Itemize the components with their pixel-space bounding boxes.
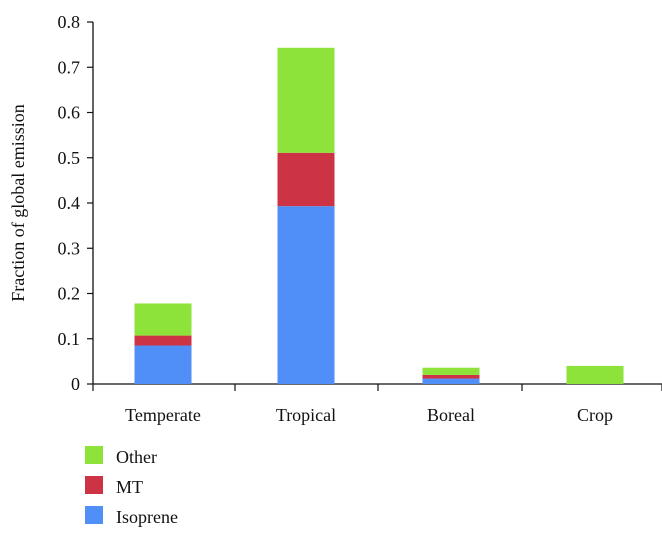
bar-tropical-other bbox=[277, 47, 335, 153]
bar-crop-other bbox=[566, 365, 624, 384]
legend-label-isoprene: Isoprene bbox=[116, 507, 178, 527]
legend-label-mt: MT bbox=[116, 477, 143, 497]
y-tick-label: 0.6 bbox=[58, 103, 81, 123]
y-tick-label: 0.7 bbox=[58, 57, 81, 77]
y-tick-label: 0.2 bbox=[58, 284, 81, 304]
bar-temperate-isoprene bbox=[134, 345, 192, 384]
bar-temperate-other bbox=[134, 303, 192, 336]
bar-temperate-mt bbox=[134, 335, 192, 346]
x-tick-label-temperate: Temperate bbox=[125, 405, 201, 425]
bar-boreal-isoprene bbox=[422, 378, 480, 384]
bar-boreal-mt bbox=[422, 374, 480, 379]
legend-swatch-isoprene bbox=[85, 506, 103, 524]
legend-label-other: Other bbox=[116, 447, 157, 467]
x-tick-label-boreal: Boreal bbox=[427, 405, 475, 425]
plot-area: 0 0.1 0.2 0.3 0.4 0.5 0.6 0.7 0.8 Temperate Tropic… bbox=[8, 12, 662, 425]
legend-swatch-mt bbox=[85, 476, 103, 494]
bar-tropical-isoprene bbox=[277, 206, 335, 384]
y-tick-label: 0.4 bbox=[58, 193, 81, 213]
y-axis-title: Fraction of global emission bbox=[8, 104, 28, 301]
bar-boreal-other bbox=[422, 367, 480, 375]
y-tick-label: 0.1 bbox=[58, 329, 81, 349]
legend: Other MT Isoprene bbox=[85, 446, 178, 527]
y-tick-label: 0 bbox=[71, 374, 80, 394]
y-tick-label: 0.8 bbox=[58, 12, 81, 32]
x-tick-label-tropical: Tropical bbox=[276, 405, 336, 425]
bar-tropical-mt bbox=[277, 152, 335, 207]
y-tick-label: 0.5 bbox=[58, 148, 81, 168]
legend-swatch-other bbox=[85, 446, 103, 464]
y-tick-label: 0.3 bbox=[58, 238, 81, 258]
x-tick-label-crop: Crop bbox=[577, 405, 613, 425]
